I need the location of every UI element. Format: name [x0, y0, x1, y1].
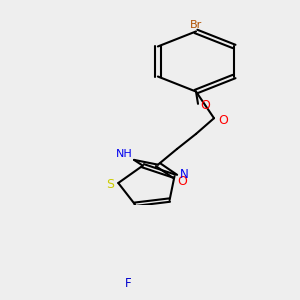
- Text: O: O: [200, 99, 210, 112]
- Text: NH: NH: [116, 149, 132, 159]
- Text: S: S: [106, 178, 114, 191]
- Text: Br: Br: [190, 20, 202, 30]
- Text: O: O: [177, 175, 187, 188]
- Text: N: N: [180, 168, 189, 182]
- Text: F: F: [124, 277, 131, 290]
- Text: O: O: [218, 114, 228, 127]
